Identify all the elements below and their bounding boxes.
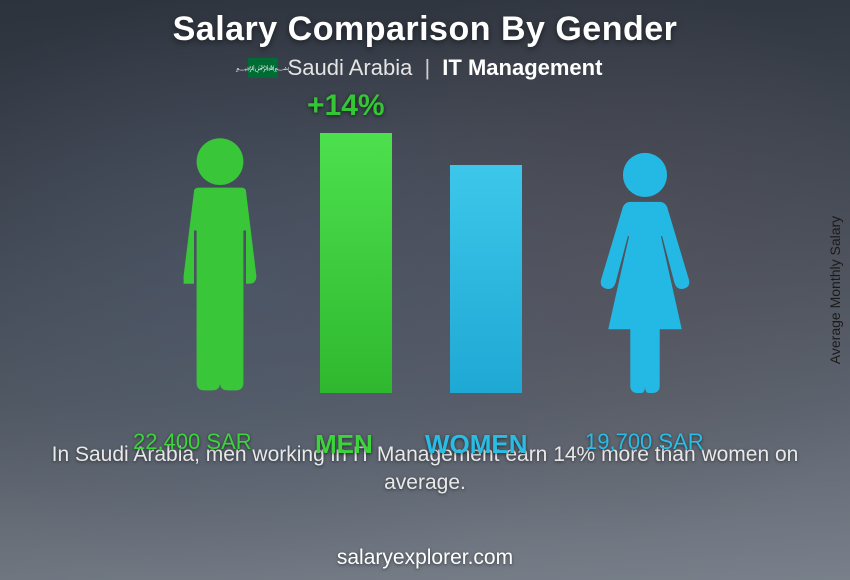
subtitle-category: IT Management	[442, 55, 602, 80]
flag-icon: ﷽	[248, 58, 278, 78]
side-label: Average Monthly Salary	[827, 216, 843, 364]
delta-label: +14%	[307, 89, 385, 123]
footer-source: salaryexplorer.com	[0, 546, 850, 570]
subtitle-separator: |	[424, 55, 430, 80]
flag-glyph: ﷽	[236, 65, 290, 72]
label-men: MEN	[315, 429, 373, 460]
page-title: Salary Comparison By Gender	[173, 10, 678, 49]
side-label-container: Average Monthly Salary	[820, 0, 850, 580]
woman-icon	[575, 148, 715, 393]
bar-women	[450, 165, 522, 393]
infographic-content: Salary Comparison By Gender ﷽ Saudi Arab…	[0, 0, 850, 580]
subtitle-country: Saudi Arabia	[288, 55, 413, 80]
salary-men: 22,400 SAR	[133, 429, 252, 455]
chart-area: +14% 22,400 SAR MEN WOMEN 19,700 SAR	[75, 93, 775, 433]
bar-men	[320, 133, 392, 393]
subtitle-text: Saudi Arabia | IT Management	[288, 55, 603, 81]
label-women: WOMEN	[425, 429, 528, 460]
salary-women: 19,700 SAR	[585, 429, 704, 455]
subtitle-row: ﷽ Saudi Arabia | IT Management	[248, 55, 603, 81]
man-icon	[155, 133, 285, 393]
